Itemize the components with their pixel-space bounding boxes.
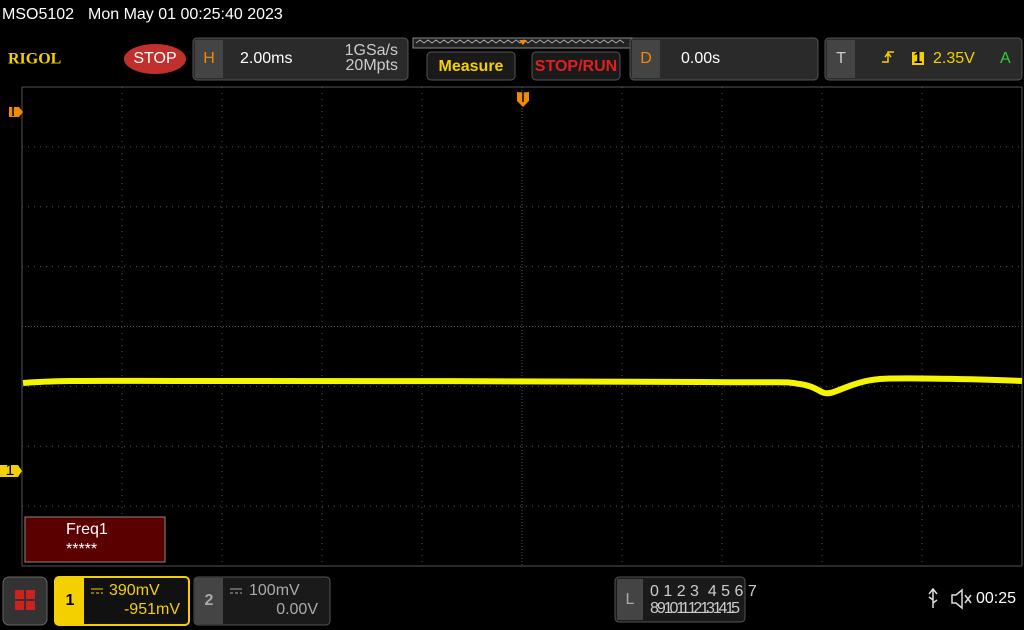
run-state: STOP xyxy=(133,50,176,67)
trigger-position-marker-bg xyxy=(517,92,529,107)
measurement-name: Freq1 xyxy=(66,521,108,538)
trigger-label-bg xyxy=(827,40,855,78)
timebase: 2.00ms xyxy=(240,50,292,67)
measure-label: Measure xyxy=(439,58,504,75)
trigger-source: 1 xyxy=(914,50,923,67)
logo: RIGOL xyxy=(8,51,61,68)
status-datetime: Mon May 01 00:25:40 2023 xyxy=(88,6,283,23)
trigger-level-marker-bg xyxy=(9,107,23,117)
measurement-box[interactable] xyxy=(24,516,166,563)
mute-icon[interactable] xyxy=(951,588,972,610)
ch1-offset: -951mV xyxy=(124,601,180,618)
ch1-box[interactable] xyxy=(54,576,190,626)
memory-position xyxy=(519,40,527,45)
status-model: MSO5102 xyxy=(2,6,74,23)
measurement-value: ***** xyxy=(66,541,97,558)
stop-run-label: STOP/RUN xyxy=(535,58,617,75)
memory-depth: 20Mpts xyxy=(346,57,398,74)
horizontal-label-bg xyxy=(195,40,223,78)
channel-marker: 1 xyxy=(6,462,15,479)
ch2-number: 2 xyxy=(205,592,214,609)
ch1-number-bg xyxy=(56,578,84,624)
measure-button[interactable] xyxy=(426,51,516,81)
ch2-number-bg xyxy=(195,578,223,624)
ch1-coupling-icon xyxy=(91,588,103,594)
clock: 00:25 xyxy=(976,590,1016,607)
logic-label-bg xyxy=(617,579,643,620)
trigger-level: 2.35V xyxy=(933,50,975,67)
run-state-badge xyxy=(124,44,186,74)
trigger-label: T xyxy=(836,50,846,67)
trigger-source-badge xyxy=(912,52,924,65)
ch1-number: 1 xyxy=(66,592,75,609)
delay-box[interactable] xyxy=(629,37,819,81)
trigger-position-marker: T xyxy=(518,89,528,106)
stop-run-button[interactable] xyxy=(531,51,621,81)
delay-value: 0.00s xyxy=(681,50,720,67)
memory-wave xyxy=(415,39,625,44)
trigger-level-marker: T xyxy=(8,103,18,120)
ch2-offset: 0.00V xyxy=(276,601,318,618)
logic-row1: 0 1 2 3 4 5 6 7 xyxy=(650,583,757,600)
menu-button[interactable] xyxy=(2,576,48,626)
graticule xyxy=(21,86,1023,567)
trigger-edge-icon xyxy=(882,51,894,63)
logic-label: L xyxy=(626,591,635,608)
horizontal-box[interactable] xyxy=(192,37,409,81)
ch1-scale: 390mV xyxy=(109,582,160,599)
sample-rate: 1GSa/s xyxy=(345,42,398,59)
usb-icon xyxy=(928,587,938,608)
ch2-coupling-icon xyxy=(230,588,242,594)
menu-icon xyxy=(15,590,35,610)
delay-label: D xyxy=(640,50,652,67)
horizontal-label: H xyxy=(203,50,215,67)
ch1-trace xyxy=(22,375,1023,397)
logic-box[interactable] xyxy=(614,576,746,623)
ch2-scale: 100mV xyxy=(249,582,300,599)
ch2-box[interactable] xyxy=(193,576,331,626)
logic-row2: 8 9 10 11 12 13 14 15 xyxy=(650,600,740,617)
trigger-mode: A xyxy=(1000,50,1011,67)
channel-marker-bg xyxy=(0,465,22,477)
delay-label-bg xyxy=(632,40,660,78)
